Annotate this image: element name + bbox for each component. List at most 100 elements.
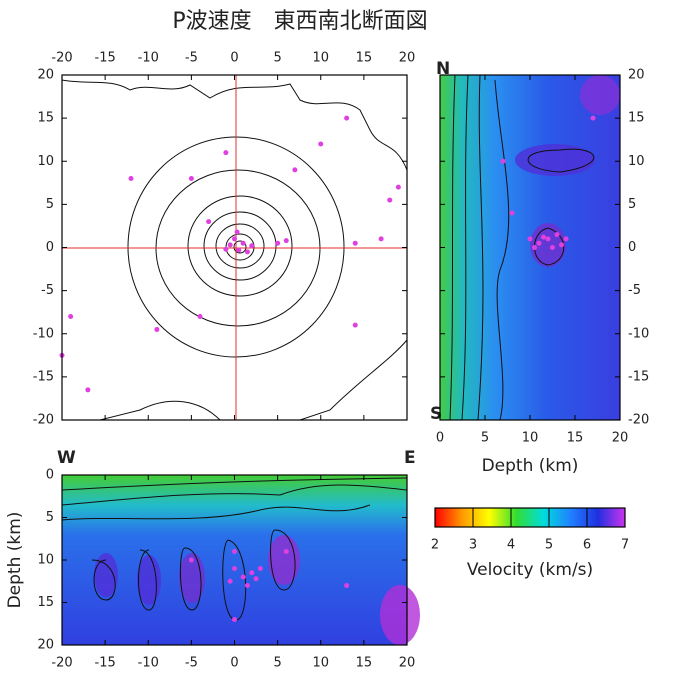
x-tick-label: 0 (436, 431, 444, 446)
y-axis-label: Depth (km) (5, 512, 25, 609)
y-tick-label: 5 (46, 197, 54, 212)
hypocenter (197, 314, 203, 319)
hypocenter (344, 115, 350, 121)
x-tick-label: -20 (51, 51, 72, 66)
x-tick-label: 7 (621, 538, 629, 553)
hypocenter (344, 583, 350, 588)
ns-field (440, 74, 620, 421)
hypocenter (352, 322, 358, 328)
corner-label: S (430, 404, 442, 424)
hypocenter (244, 249, 250, 255)
x-tick-label: 3 (469, 538, 477, 553)
velocity-anomaly (137, 555, 161, 605)
hypocenter (283, 238, 289, 244)
x-axis-label: Depth (km) (482, 456, 579, 476)
x-tick-label: -15 (95, 656, 116, 671)
hypocenter (532, 245, 537, 250)
hypocenter (527, 236, 533, 242)
y-tick-label: -15 (33, 369, 54, 384)
x-tick-label: 10 (312, 51, 329, 66)
hypocenter (227, 578, 233, 584)
hypocenter (249, 243, 255, 249)
x-tick-label: 5 (273, 656, 281, 671)
colorbar (434, 507, 626, 528)
hypocenter (318, 141, 324, 147)
hypocenter (554, 232, 560, 238)
x-tick-label: 5 (545, 538, 553, 553)
contour (215, 223, 265, 269)
y-tick-label: 5 (628, 197, 636, 212)
y-tick-label: -10 (628, 326, 649, 341)
x-tick-label: -20 (51, 656, 72, 671)
hypocenter (536, 240, 542, 246)
corner-label: N (436, 59, 450, 79)
hypocenter (128, 176, 134, 181)
hypocenter (240, 574, 246, 580)
velocity-anomaly (94, 553, 118, 597)
x-tick-label: 15 (356, 51, 373, 66)
hypocenter (227, 242, 233, 248)
hypocenter (240, 240, 246, 246)
figure-title: P波速度 東西南北断面図 (172, 9, 427, 34)
velocity-anomaly (380, 585, 420, 645)
map-contours (61, 75, 408, 421)
contour (233, 240, 247, 254)
x-tick-label: 15 (356, 656, 373, 671)
contour (449, 74, 595, 421)
hypocenter (188, 176, 194, 181)
hypocenter (234, 229, 240, 235)
x-tick-label: 10 (312, 656, 329, 671)
x-tick-label: 6 (583, 538, 591, 553)
y-tick-label: -5 (628, 283, 641, 298)
hypocenter (223, 150, 229, 156)
x-tick-label: 15 (567, 431, 584, 446)
x-tick-label: 5 (481, 431, 489, 446)
x-tick-label: -5 (185, 656, 198, 671)
hypocenter (232, 236, 237, 242)
hypocenter (206, 219, 212, 225)
ew-field (61, 475, 420, 645)
y-tick-label: 0 (628, 240, 636, 255)
hypocenter (352, 240, 358, 246)
x-tick-label: 2 (431, 538, 439, 553)
y-tick-label: 10 (628, 154, 645, 169)
hypocenter (232, 617, 237, 622)
y-tick-label: 15 (628, 111, 645, 126)
y-tick-label: -5 (41, 283, 54, 298)
velocity-anomaly (515, 144, 595, 176)
hypocenter (188, 557, 194, 563)
y-tick-label: -10 (33, 326, 54, 341)
x-tick-label: 20 (399, 51, 416, 66)
x-tick-label: -15 (95, 51, 116, 66)
x-tick-label: 5 (273, 51, 281, 66)
hypocenter (545, 236, 551, 242)
hypocenter (232, 566, 237, 571)
hypocenter (541, 234, 546, 240)
hypocenter (559, 242, 564, 248)
hypocenter (378, 236, 384, 242)
x-tick-label: -10 (138, 51, 159, 66)
x-tick-label: -5 (185, 51, 198, 66)
hypocenter (249, 570, 255, 576)
velocity-field (62, 475, 407, 645)
x-tick-label: 20 (399, 656, 416, 671)
y-tick-label: 15 (37, 595, 54, 610)
x-tick-label: 0 (230, 51, 238, 66)
hypocenter (253, 576, 259, 582)
contour (203, 211, 277, 281)
y-tick-label: -20 (33, 413, 54, 428)
y-tick-label: 0 (46, 240, 54, 255)
velocity-field (440, 75, 620, 420)
hypocenter (563, 236, 569, 242)
corner-label: E (404, 448, 416, 468)
hypocenter (395, 184, 401, 190)
corner-label: W (57, 448, 76, 468)
hypocenter (244, 583, 250, 588)
y-tick-label: 15 (37, 111, 54, 126)
hypocenter (232, 549, 237, 554)
y-tick-label: 20 (628, 68, 645, 83)
x-tick-label: 0 (230, 656, 238, 671)
y-tick-label: -20 (628, 413, 649, 428)
hypocenter (283, 549, 289, 554)
